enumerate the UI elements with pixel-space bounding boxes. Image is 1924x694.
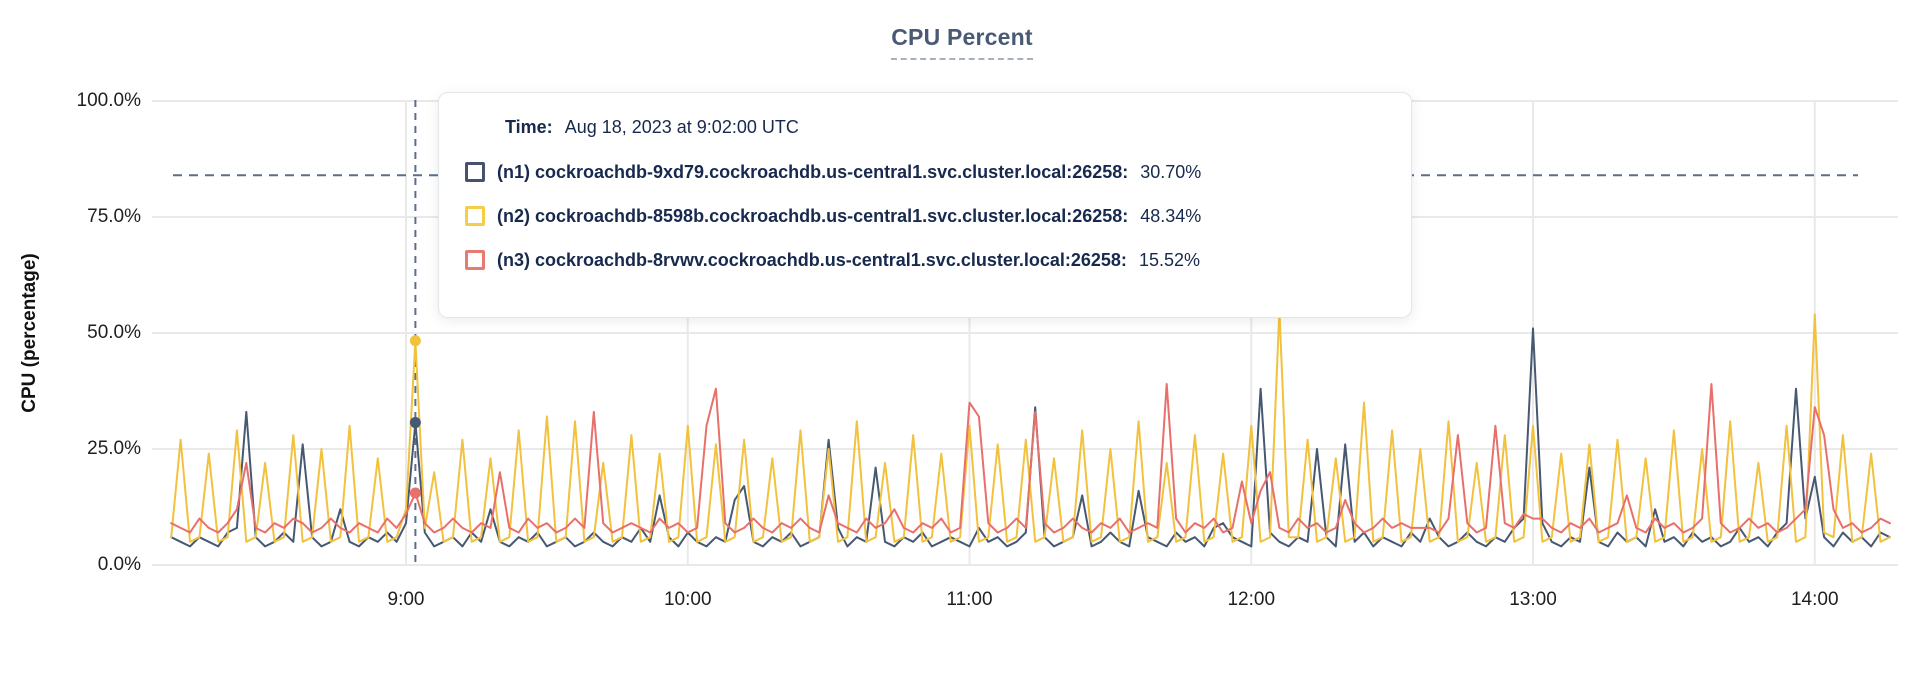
x-tick-label: 12:00 xyxy=(1227,589,1276,610)
chart-title[interactable]: CPU Percent xyxy=(891,24,1033,60)
legend-value-n3: 15.52% xyxy=(1138,249,1200,270)
tooltip-time-value: Aug 18, 2023 at 9:02:00 UTC xyxy=(564,117,799,137)
x-tick-label: 10:00 xyxy=(663,589,712,610)
y-tick-label: 100.0% xyxy=(76,90,141,111)
x-tick-label: 13:00 xyxy=(1509,589,1557,610)
series-n1-swatch-icon xyxy=(465,162,485,182)
hover-dot-n1 xyxy=(409,417,421,429)
y-tick-label: 50.0% xyxy=(87,322,141,343)
legend-label-n1: (n1) cockroachdb-9xd79.cockroachdb.us-ce… xyxy=(497,161,1129,182)
hover-dot-n2 xyxy=(409,335,421,347)
hover-dot-n3 xyxy=(409,487,421,499)
series-n2-swatch-icon xyxy=(465,206,485,226)
y-tick-label: 25.0% xyxy=(87,438,141,459)
legend-value-n2: 48.34% xyxy=(1140,205,1202,226)
legend-row-n3: (n3) cockroachdb-8rvwv.cockroachdb.us-ce… xyxy=(465,238,1383,282)
series-n2-line xyxy=(170,308,1891,543)
series-n3-swatch-icon xyxy=(465,250,485,270)
series-n3-line xyxy=(170,383,1891,534)
x-tick-label: 14:00 xyxy=(1790,589,1839,610)
hover-tooltip: Time: Aug 18, 2023 at 9:02:00 UTC (n1) co… xyxy=(438,92,1412,318)
x-tick-label: 9:00 xyxy=(387,589,425,610)
x-tick-label: 11:00 xyxy=(946,589,993,610)
legend-value-n1: 30.70% xyxy=(1140,161,1202,182)
y-tick-label: 75.0% xyxy=(87,206,141,227)
chart-header: CPU Percent xyxy=(0,24,1924,60)
legend-label-n3: (n3) cockroachdb-8rvwv.cockroachdb.us-ce… xyxy=(497,249,1127,270)
legend-row-n1: (n1) cockroachdb-9xd79.cockroachdb.us-ce… xyxy=(465,150,1383,194)
legend-label-n2: (n2) cockroachdb-8598b.cockroachdb.us-ce… xyxy=(497,205,1129,226)
tooltip-time-label: Time: xyxy=(505,117,553,137)
tooltip-time-row: Time: Aug 18, 2023 at 9:02:00 UTC xyxy=(505,117,1383,138)
y-tick-label: 0.0% xyxy=(97,554,141,575)
legend-row-n2: (n2) cockroachdb-8598b.cockroachdb.us-ce… xyxy=(465,194,1383,238)
